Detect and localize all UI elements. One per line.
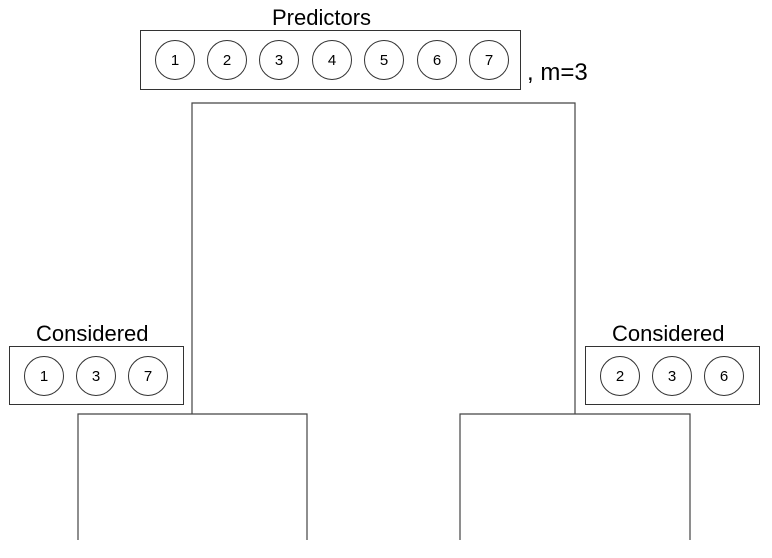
considered-circle: 7 <box>128 356 168 396</box>
left-considered-box: 1 3 7 <box>9 346 184 405</box>
considered-circle: 1 <box>24 356 64 396</box>
predictor-circle: 5 <box>364 40 404 80</box>
right-branch <box>459 413 691 540</box>
m-parameter-label: , m=3 <box>527 59 588 86</box>
predictor-circle: 2 <box>207 40 247 80</box>
predictors-title: Predictors <box>272 5 372 30</box>
predictor-circle: 1 <box>155 40 195 80</box>
left-considered-title: Considered <box>36 321 149 346</box>
predictor-circle: 3 <box>259 40 299 80</box>
root-branch <box>191 102 576 414</box>
predictor-circle: 4 <box>312 40 352 80</box>
predictor-circle: 6 <box>417 40 457 80</box>
left-branch <box>77 413 308 540</box>
right-considered-title: Considered <box>612 321 725 346</box>
considered-circle: 3 <box>76 356 116 396</box>
considered-circle: 2 <box>600 356 640 396</box>
predictor-circle: 7 <box>469 40 509 80</box>
considered-circle: 6 <box>704 356 744 396</box>
considered-circle: 3 <box>652 356 692 396</box>
predictors-box: 1 2 3 4 5 6 7 <box>140 30 521 90</box>
right-considered-box: 2 3 6 <box>585 346 760 405</box>
